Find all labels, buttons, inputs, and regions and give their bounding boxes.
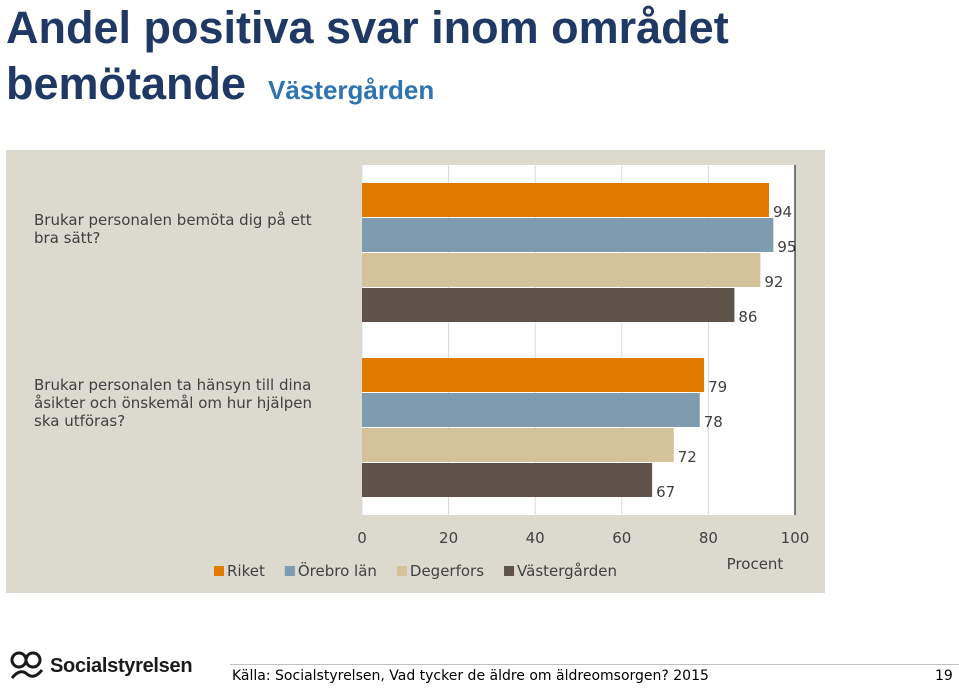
category-label-1: Brukar personalen bemöta dig på ett bra … <box>34 211 312 247</box>
bar--rebro-l-n-1 <box>362 218 774 252</box>
footer-divider <box>230 664 959 665</box>
x-tick-label: 100 <box>781 529 810 547</box>
legend-label: Degerfors <box>410 562 484 580</box>
logo-text: Socialstyrelsen <box>50 654 193 677</box>
data-label: 72 <box>678 448 697 466</box>
data-label: 92 <box>764 273 783 291</box>
data-label: 94 <box>773 203 792 221</box>
legend-swatch <box>504 566 515 576</box>
page-title-line2: bemötande <box>6 58 247 109</box>
x-tick-label: 0 <box>357 529 367 547</box>
x-tick-label: 20 <box>439 529 458 547</box>
data-label: 86 <box>738 308 757 326</box>
unit-subtitle: Västergården <box>268 75 435 105</box>
data-label: 78 <box>704 413 723 431</box>
data-label: 95 <box>777 238 796 256</box>
page-title: Andel positiva svar inom området bemötan… <box>6 0 946 118</box>
page-number: 19 <box>935 668 953 684</box>
legend-label: Riket <box>227 562 265 580</box>
plot-area <box>362 165 795 515</box>
legend-label: Örebro län <box>298 561 377 580</box>
bar-v-sterg-rden-2 <box>362 463 653 497</box>
legend-swatch <box>214 566 224 576</box>
x-axis-label: Procent <box>727 555 784 573</box>
bar-riket-1 <box>362 183 770 217</box>
logo-mark-icon <box>10 651 44 679</box>
bar--rebro-l-n-2 <box>362 393 700 427</box>
bar-degerfors-2 <box>362 428 674 462</box>
x-tick-label: 60 <box>612 529 631 547</box>
data-label: 67 <box>656 483 675 501</box>
legend-swatch <box>284 566 295 576</box>
x-tick-label: 80 <box>699 529 718 547</box>
legend-label: Västergården <box>517 562 617 580</box>
x-tick-label: 40 <box>526 529 545 547</box>
legend-swatch <box>396 566 407 576</box>
source-note: Källa: Socialstyrelsen, Vad tycker de äl… <box>232 668 709 684</box>
bar-riket-2 <box>362 358 705 392</box>
bar-degerfors-1 <box>362 253 761 287</box>
page-title-line1: Andel positiva svar inom området <box>6 2 729 53</box>
socialstyrelsen-logo: Socialstyrelsen <box>8 648 193 684</box>
bar-v-sterg-rden-1 <box>362 288 735 322</box>
category-label-2: Brukar personalen ta hänsyn till dina ås… <box>34 376 313 430</box>
data-label: 79 <box>708 378 727 396</box>
